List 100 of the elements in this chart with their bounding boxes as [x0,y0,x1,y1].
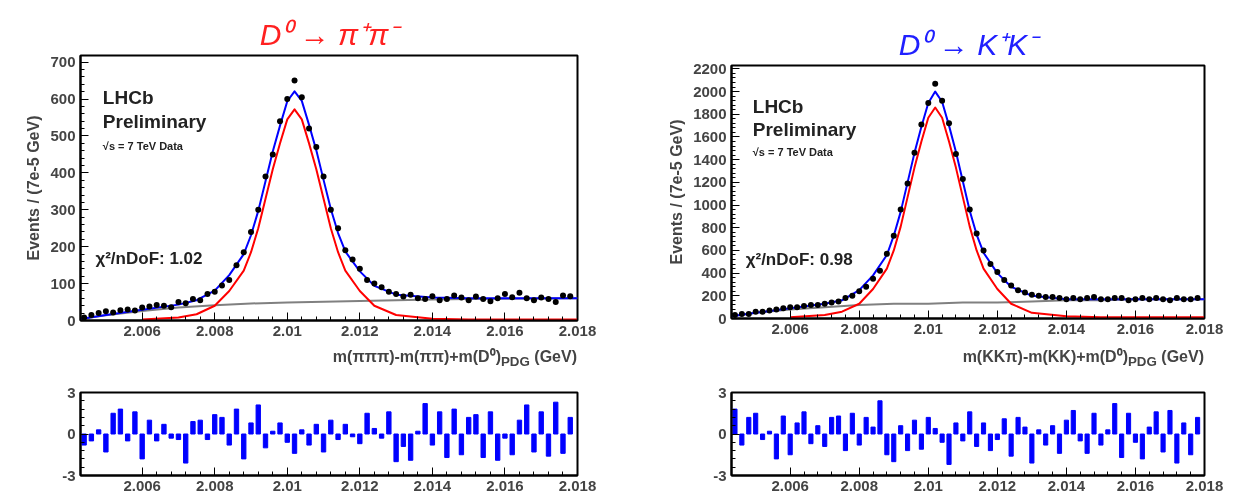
y-tick-label: 200 [701,286,727,304]
bar [139,433,145,460]
bar [183,433,189,464]
y-axis-title: Events / (7e-5 GeV) [25,115,43,261]
x-tick-label: 2.012 [341,321,379,339]
y-tick-label: 0 [67,311,76,329]
bar [560,433,566,454]
bar [241,433,247,460]
x-tick-label: 2.008 [840,319,879,337]
y-tick-label: 1600 [693,127,727,145]
x-axis-title: m(KKπ)-m(KK)+m(D⁰)$_{PDG}$ (GeV) [962,347,1204,372]
y-tick-label: 200 [50,237,76,255]
bar [487,411,494,435]
y-axis-title: Events / (7e-5 GeV) [668,119,686,265]
x-axis-title: m(πππ)-m(ππ)+m(D⁰)$_{PDG}$ (GeV) [332,347,577,372]
y-tick-label: 1400 [693,150,727,168]
x-tick-label: 2.008 [195,321,234,339]
bar [898,425,904,435]
bar [299,429,305,435]
bar [204,433,211,441]
annotation: Preliminary [102,111,207,133]
bar [953,422,959,435]
y-tick-label: 100 [50,274,76,292]
y-tick-label: 0 [718,309,727,327]
bar [856,433,862,446]
x-tick-label: 2.018 [1185,476,1224,494]
bar [760,433,766,441]
bar [538,411,544,435]
annotation: √s = 7 TeV Data [752,146,834,159]
bar [262,433,269,449]
bar [766,430,773,435]
bar [284,433,290,443]
y-tick-label: 0 [718,425,727,442]
y-tick-label: 1000 [693,196,727,214]
bar [168,433,174,439]
bar [364,412,370,435]
bar [328,419,334,435]
bar [1036,429,1042,435]
bar [342,423,348,435]
bar [1195,416,1201,435]
bar [146,419,153,435]
bar [1091,412,1097,435]
bar [974,433,980,447]
bar [400,433,407,447]
x-tick-label: 2.01 [913,319,943,337]
y-tick-label: -3 [62,466,76,484]
bar [175,433,182,441]
x-tick-label: 2.006 [123,321,161,339]
annotation: √s = 7 TeV Data [102,140,184,153]
bar [1119,433,1125,459]
bar [524,404,530,435]
x-tick-label: 2.012 [978,319,1017,337]
bar [444,433,450,459]
bar [739,433,745,446]
bar [918,433,924,450]
y-tick-label: 400 [50,163,76,181]
y-tick-label: 0 [67,425,76,442]
bar [1043,433,1049,446]
y-tick-label: 600 [701,241,727,259]
bar [911,419,918,435]
bar [473,414,479,435]
bar [1008,433,1014,457]
bar [1001,418,1007,435]
bar [553,401,559,435]
bar [842,433,849,452]
bar [393,433,399,463]
bar [132,411,138,435]
x-tick-label: 2.016 [486,321,524,339]
x-tick-label: 2.014 [1047,319,1086,337]
bar [987,433,994,452]
bar [905,433,911,452]
y-tick-label: 300 [50,200,76,218]
bar [291,433,298,454]
bar [313,423,319,435]
bar [732,408,738,435]
bar [306,433,312,446]
annotation: LHCb [752,95,804,117]
chart-title: D⁰ → π⁺π⁻ [259,17,403,51]
bar [960,433,966,442]
bar [458,433,465,456]
bar [746,416,752,435]
chart-title: D⁰ → K⁺K⁻ [898,27,1042,61]
annotation: χ²/nDoF: 1.02 [95,248,203,268]
x-tick-label: 2.016 [1116,319,1155,337]
y-tick-label: 1200 [693,173,727,191]
bar [154,433,160,442]
bar [1056,433,1063,454]
x-tick-label: 2.008 [195,476,234,494]
bar [436,411,443,435]
y-tick-label: 700 [50,53,76,71]
bar [545,433,552,457]
bar [1125,412,1132,435]
x-tick-label: 2.014 [413,321,452,339]
bar [753,412,759,435]
bar [829,416,835,435]
bar [1160,433,1166,453]
x-tick-label: 2.018 [1185,319,1224,337]
x-tick-label: 2.014 [413,476,452,494]
y-tick-label: 2200 [693,59,727,77]
x-tick-label: 2.018 [558,476,597,494]
